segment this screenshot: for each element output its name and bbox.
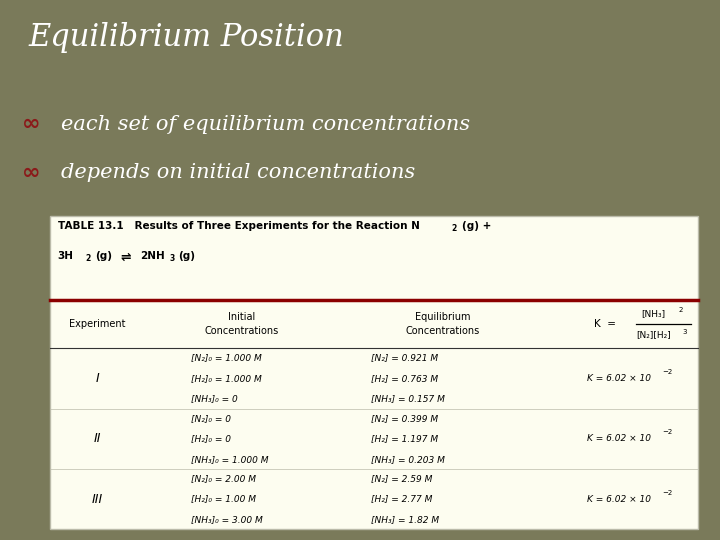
Text: III: III [91,492,103,505]
Text: ∞: ∞ [22,163,40,183]
Text: [NH₃]₀ = 0: [NH₃]₀ = 0 [191,394,238,403]
Text: [N₂] = 0.921 M: [N₂] = 0.921 M [371,354,438,362]
Text: depends on initial concentrations: depends on initial concentrations [61,163,415,183]
Text: [N₂][H₂]: [N₂][H₂] [636,330,670,339]
Text: [NH₃]: [NH₃] [641,309,665,318]
Text: [N₂]₀ = 2.00 M: [N₂]₀ = 2.00 M [191,474,256,483]
Text: K  =: K = [594,319,616,329]
Text: [NH₃]₀ = 3.00 M: [NH₃]₀ = 3.00 M [191,515,263,524]
Text: each set of equilibrium concentrations: each set of equilibrium concentrations [61,114,470,134]
Text: (g): (g) [95,251,112,261]
Text: Experiment: Experiment [69,319,125,329]
Text: [NH₃] = 0.203 M: [NH₃] = 0.203 M [371,455,445,464]
Text: Equilibrium Position: Equilibrium Position [29,22,345,52]
Text: K = 6.02 × 10: K = 6.02 × 10 [587,495,651,503]
Text: I: I [95,372,99,385]
Text: [NH₃] = 1.82 M: [NH₃] = 1.82 M [371,515,439,524]
Text: [N₂]₀ = 1.000 M: [N₂]₀ = 1.000 M [191,354,261,362]
Text: K = 6.02 × 10: K = 6.02 × 10 [587,434,651,443]
Text: 2: 2 [678,307,683,313]
Text: Initial: Initial [228,312,255,322]
Text: [N₂]₀ = 0: [N₂]₀ = 0 [191,414,231,423]
Text: [N₂] = 0.399 M: [N₂] = 0.399 M [371,414,438,423]
Text: 3: 3 [169,254,174,263]
Text: II: II [94,432,101,445]
Text: 3: 3 [683,328,687,335]
Text: 3H: 3H [58,251,73,261]
Text: [H₂] = 0.763 M: [H₂] = 0.763 M [371,374,438,383]
Text: 2: 2 [85,254,90,263]
Text: [N₂] = 2.59 M: [N₂] = 2.59 M [371,474,432,483]
Text: (g): (g) [178,251,195,261]
Text: Concentrations: Concentrations [405,326,480,336]
Text: [H₂] = 1.197 M: [H₂] = 1.197 M [371,434,438,443]
Text: [NH₃]₀ = 1.000 M: [NH₃]₀ = 1.000 M [191,455,269,464]
Text: Equilibrium: Equilibrium [415,312,471,322]
Text: 2: 2 [451,224,456,233]
Text: [NH₃] = 0.157 M: [NH₃] = 0.157 M [371,394,445,403]
Text: −2: −2 [662,490,672,496]
Text: ∞: ∞ [22,114,40,134]
Text: −2: −2 [662,429,672,435]
Text: K = 6.02 × 10: K = 6.02 × 10 [587,374,651,383]
Text: ⇌: ⇌ [120,251,131,264]
Text: Concentrations: Concentrations [204,326,279,336]
Text: TABLE 13.1   Results of Three Experiments for the Reaction N: TABLE 13.1 Results of Three Experiments … [58,221,420,232]
Bar [50,216,698,529]
Text: [H₂]₀ = 1.000 M: [H₂]₀ = 1.000 M [191,374,261,383]
Text: [H₂] = 2.77 M: [H₂] = 2.77 M [371,495,432,503]
Text: 2NH: 2NH [140,251,165,261]
Text: −2: −2 [662,369,672,375]
Text: [H₂]₀ = 1.00 M: [H₂]₀ = 1.00 M [191,495,256,503]
Text: (g) +: (g) + [462,221,492,232]
Text: [H₂]₀ = 0: [H₂]₀ = 0 [191,434,231,443]
